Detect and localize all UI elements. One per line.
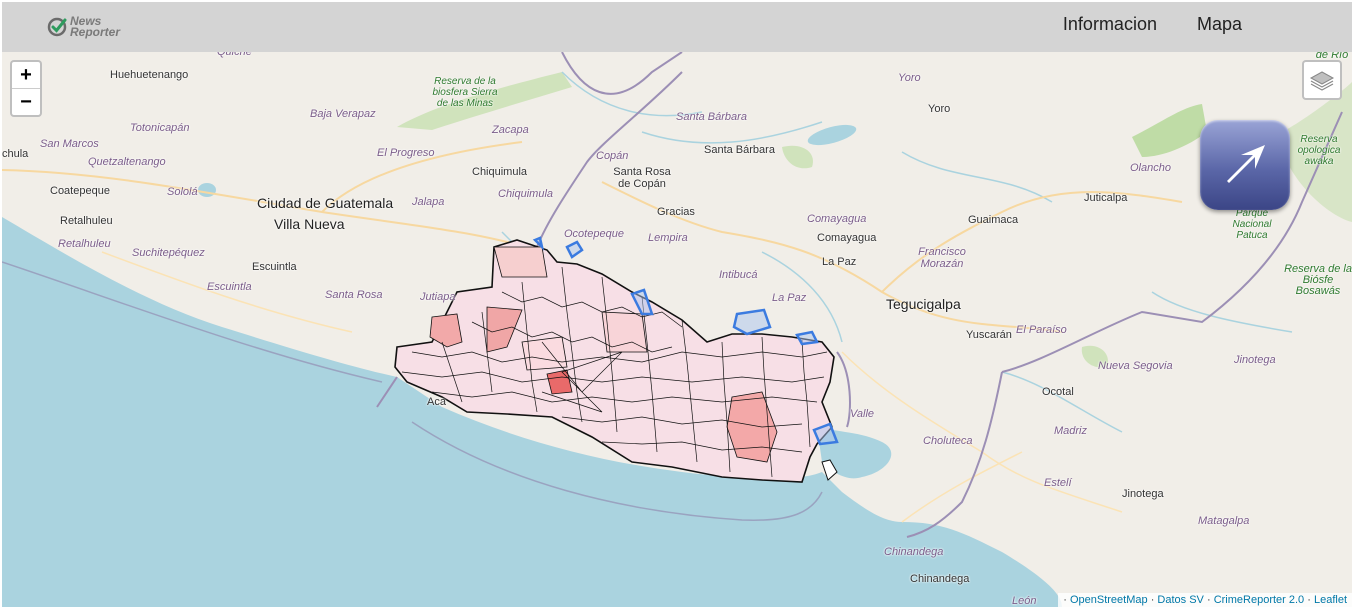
- label-santa-rosa: Santa Rosa: [325, 289, 383, 301]
- label-nueva-segovia: Nueva Segovia: [1098, 360, 1173, 372]
- zoom-out-button[interactable]: −: [12, 88, 40, 115]
- label-valle: Valle: [850, 408, 875, 420]
- label-san-marcos: San Marcos: [40, 138, 99, 150]
- label-lempira: Lempira: [648, 232, 688, 244]
- logo-line2: Reporter: [70, 25, 121, 39]
- label-choluteca: Choluteca: [923, 435, 973, 447]
- layers-control-button[interactable]: [1302, 60, 1342, 100]
- attribution-datos-link[interactable]: Datos SV: [1157, 594, 1204, 606]
- label-jinotega-dept: Jinotega: [1234, 354, 1276, 366]
- zoom-in-button[interactable]: +: [20, 64, 32, 86]
- news-reporter-logo[interactable]: News Reporter: [46, 14, 121, 39]
- label-yoro-dept: Yoro: [898, 72, 921, 84]
- label-ocotal: Ocotal: [1042, 386, 1074, 398]
- nav-informacion-link[interactable]: Informacion: [1062, 14, 1157, 34]
- label-parque-patuca: Parque Nacional Patuca: [1232, 208, 1272, 241]
- diagonal-arrow-icon: [1227, 145, 1265, 183]
- attribution-sep: ·: [1150, 594, 1155, 606]
- label-retalhuleu: Retalhuleu: [60, 215, 113, 227]
- label-huehuetenango: Huehuetenango: [110, 69, 189, 81]
- label-el-paraiso: El Paraíso: [1016, 324, 1067, 336]
- label-villa-nueva: Villa Nueva: [274, 216, 345, 232]
- layers-icon: [1309, 71, 1335, 91]
- label-solola: Sololá: [167, 186, 198, 198]
- label-chiquimula-dept: Chiquimula: [498, 188, 554, 200]
- attribution-sep: ·: [1063, 594, 1067, 606]
- map-attribution: · OpenStreetMap · Datos SV · CrimeReport…: [1058, 593, 1352, 607]
- label-escuintla-dept: Escuintla: [207, 281, 252, 293]
- label-santa-barbara: Santa Bárbara: [704, 144, 775, 156]
- label-intibuca: Intibucá: [719, 269, 758, 281]
- label-la-paz-dept: La Paz: [772, 292, 807, 304]
- top-navbar: News Reporter Informacion Mapa: [2, 2, 1352, 52]
- label-de-rio: de Río: [1315, 52, 1349, 61]
- label-la-paz: La Paz: [822, 256, 857, 268]
- label-santa-barbara-dept: Santa Bárbara: [676, 111, 747, 123]
- logo-text: News Reporter: [70, 14, 121, 39]
- label-yoro: Yoro: [928, 103, 951, 115]
- expand-arrow-button[interactable]: [1200, 120, 1290, 210]
- label-matagalpa: Matagalpa: [1198, 515, 1250, 527]
- label-juticalpa: Juticalpa: [1084, 192, 1128, 204]
- label-comayagua: Comayagua: [817, 232, 877, 244]
- label-reserva-topologica: Reserva opologica awaka: [1297, 134, 1341, 167]
- label-jalapa: Jalapa: [412, 196, 445, 208]
- check-circle-icon: [47, 17, 67, 37]
- label-esteli: Estelí: [1044, 477, 1072, 489]
- label-acajutla: Aca: [427, 396, 446, 408]
- label-quetzaltenango: Quetzaltenango: [88, 156, 166, 168]
- zoom-control: + −: [10, 60, 42, 117]
- label-jutiapa: Jutiapa: [420, 291, 456, 303]
- label-copan: Copán: [596, 150, 629, 162]
- label-chula: chula: [2, 148, 29, 160]
- label-leon: León: [1012, 595, 1037, 607]
- label-coatepeque: Coatepeque: [50, 185, 110, 197]
- label-reserva-bosawas: Reserva de la Biósfe Bosawás: [1284, 263, 1352, 297]
- label-baja-verapaz: Baja Verapaz: [310, 108, 376, 120]
- label-chinandega-dept: Chinandega: [884, 546, 944, 558]
- label-jinotega: Jinotega: [1122, 488, 1164, 500]
- attribution-crime-link[interactable]: CrimeReporter 2.0: [1213, 594, 1305, 606]
- label-retalhuleu-dept: Retalhuleu: [58, 238, 111, 250]
- label-francisco-morazan: Francisco Morazán: [918, 246, 966, 270]
- label-olancho: Olancho: [1130, 162, 1171, 174]
- nav-links: Informacion Mapa: [1063, 14, 1242, 35]
- nav-mapa-link[interactable]: Mapa: [1196, 14, 1242, 34]
- label-chinandega: Chinandega: [910, 573, 970, 585]
- label-comayagua-dept: Comayagua: [807, 213, 867, 225]
- attribution-osm-link[interactable]: OpenStreetMap: [1069, 594, 1148, 606]
- map-container[interactable]: Quiché Huehuetenango Totonicapán San Mar…: [2, 52, 1352, 607]
- attribution-sep: ·: [1307, 594, 1311, 606]
- map-base-tiles: [2, 52, 1352, 607]
- label-totonicapan: Totonicapán: [130, 122, 190, 134]
- label-santa-rosa-copan: Santa Rosa de Copán: [613, 166, 671, 190]
- label-chiquimula: Chiquimula: [472, 166, 528, 178]
- label-quiche: Quiché: [217, 52, 252, 58]
- logo-line1: News: [70, 14, 102, 28]
- label-gracias: Gracias: [657, 206, 695, 218]
- label-el-progreso: El Progreso: [377, 147, 435, 159]
- label-suchitepequez: Suchitepéquez: [132, 247, 205, 259]
- label-reserva-sierra-minas: Reserva de la biosfera Sierra de las Min…: [432, 76, 498, 109]
- label-zacapa: Zacapa: [492, 124, 529, 136]
- label-yuscaran: Yuscarán: [966, 329, 1012, 341]
- label-madriz: Madriz: [1054, 425, 1088, 437]
- label-escuintla: Escuintla: [252, 261, 297, 273]
- label-guaimaca: Guaimaca: [968, 214, 1019, 226]
- label-ciudad-guatemala: Ciudad de Guatemala: [257, 195, 394, 211]
- attribution-sep: ·: [1206, 594, 1211, 606]
- label-ocotepeque: Ocotepeque: [564, 228, 624, 240]
- attribution-leaflet-link[interactable]: Leaflet: [1313, 594, 1347, 606]
- label-tegucigalpa: Tegucigalpa: [886, 296, 961, 312]
